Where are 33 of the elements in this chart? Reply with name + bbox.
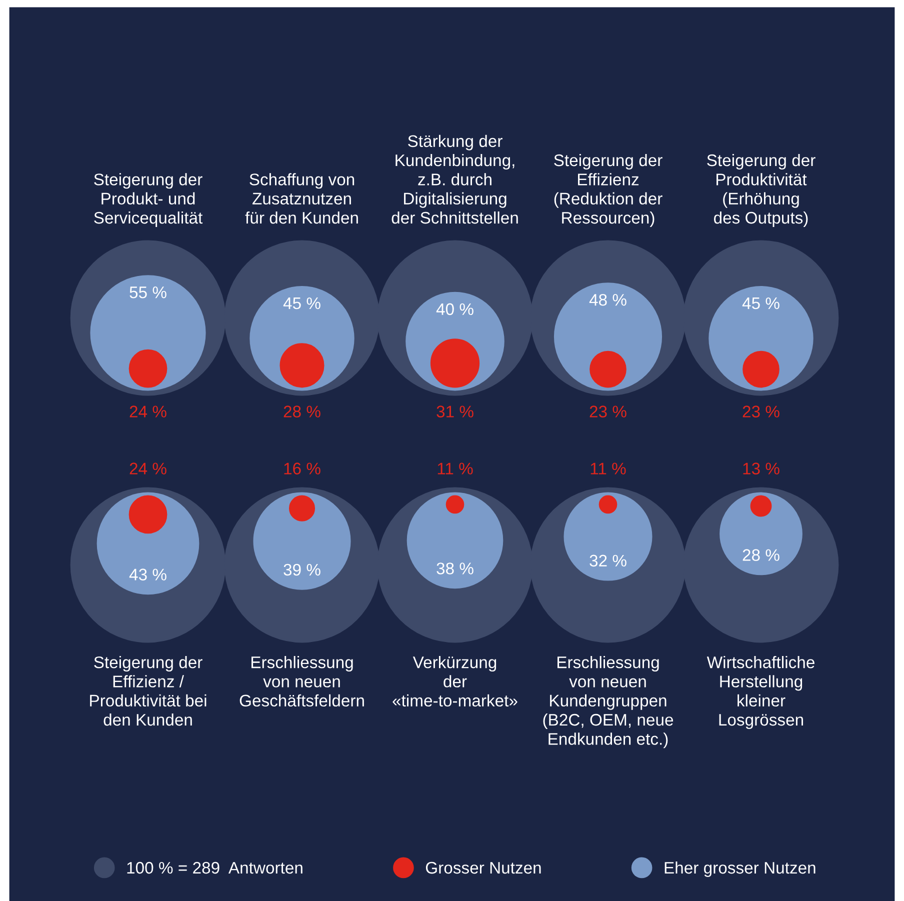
data-label: 23 % [590, 406, 626, 418]
data-label: 11 % [438, 462, 473, 474]
category-label: Erschliessung von neuen Geschäftsfeldern [240, 656, 364, 707]
data-label: 28 % [284, 406, 320, 418]
category-label: Steigerung der Produktivität (Erhöhung des Outputs) [707, 154, 816, 227]
data-label: 40 % [436, 303, 474, 316]
data-label: 55 % [130, 286, 166, 298]
data-label: 43 % [129, 568, 166, 580]
data-label: 31 % [436, 406, 474, 418]
data-label: 23 % [742, 406, 780, 418]
data-label: 24 % [130, 406, 166, 418]
data-label: 16 % [284, 462, 320, 474]
data-label: 38 % [436, 562, 474, 574]
category-label: Wirtschaftliche Herstellung kleiner Losgrössen [706, 656, 814, 730]
data-label: 11 % [590, 462, 626, 474]
category-label: Erschliessung von neuen Kundengruppen (B2C, OEM, neue Endkunden etc.) [543, 656, 674, 748]
data-label: 28 % [742, 549, 780, 561]
category-label: Stärkung der Kundenbindung, z.B. durch Digitalisierung der Schnittstellen [392, 134, 518, 224]
data-label: 39 % [284, 564, 320, 576]
data-label: 24 % [130, 462, 166, 474]
data-label: 13 % [743, 462, 780, 474]
data-label: 45 % [283, 297, 320, 310]
legend-label: Eher grosser Nutzen [664, 861, 816, 877]
category-label: Steigerung der Effizienz (Reduktion der Ressourcen) [554, 154, 662, 227]
category-label: Steigerung der Produkt- und Servicequalität [94, 173, 203, 227]
category-label: Schaffung von Zusatznutzen für den Kunden [245, 173, 358, 224]
data-label: 32 % [590, 554, 626, 567]
text: 100 % = 289 Antworten [127, 862, 302, 874]
category-label: Verkürzung der «time-to-market» [392, 656, 518, 707]
data-label: 45 % [742, 297, 780, 310]
category-label: Steigerung der Effizienz / Produktivität bei den Kunden [90, 656, 206, 726]
legend-label: Grosser Nutzen [426, 862, 541, 874]
data-label: 48 % [589, 294, 626, 306]
